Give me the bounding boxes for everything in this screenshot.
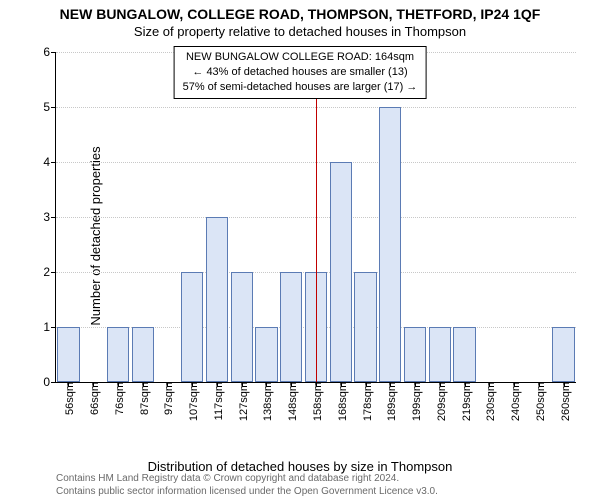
y-tick-label: 2 — [43, 265, 56, 279]
marker-line — [316, 52, 317, 382]
info-line-1: NEW BUNGALOW COLLEGE ROAD: 164sqm — [183, 50, 418, 65]
info-line-3: 57% of semi-detached houses are larger (… — [183, 80, 418, 95]
x-tick-label: 87sqm — [135, 382, 151, 415]
x-tick-label: 158sqm — [308, 382, 324, 421]
x-tick-label: 189sqm — [382, 382, 398, 421]
info-callout: NEW BUNGALOW COLLEGE ROAD: 164sqm ← 43% … — [174, 46, 427, 99]
bar — [453, 327, 475, 382]
x-tick-label: 209sqm — [432, 382, 448, 421]
x-tick-label: 219sqm — [457, 382, 473, 421]
bar — [107, 327, 129, 382]
bar — [280, 272, 302, 382]
x-tick-label: 107sqm — [184, 382, 200, 421]
x-tick-label: 76sqm — [110, 382, 126, 415]
bar — [404, 327, 426, 382]
footer-line-2: Contains public sector information licen… — [56, 486, 600, 499]
bar — [132, 327, 154, 382]
x-tick-label: 127sqm — [234, 382, 250, 421]
x-tick-label: 97sqm — [159, 382, 175, 415]
y-tick-label: 5 — [43, 100, 56, 114]
y-tick-label: 1 — [43, 320, 56, 334]
bar — [57, 327, 79, 382]
x-tick-label: 260sqm — [556, 382, 572, 421]
x-tick-label: 230sqm — [481, 382, 497, 421]
x-tick-label: 199sqm — [407, 382, 423, 421]
x-axis-title: Distribution of detached houses by size … — [0, 459, 600, 474]
x-tick-label: 178sqm — [358, 382, 374, 421]
x-tick-label: 56sqm — [60, 382, 76, 415]
bar — [330, 162, 352, 382]
chart-area: Number of detached properties 012345656s… — [0, 42, 600, 430]
bar — [255, 327, 277, 382]
x-tick-label: 250sqm — [531, 382, 547, 421]
y-tick-label: 0 — [43, 375, 56, 389]
x-tick-label: 117sqm — [209, 382, 225, 420]
bar — [429, 327, 451, 382]
info-line-2: ← 43% of detached houses are smaller (13… — [183, 65, 418, 80]
chart-container: NEW BUNGALOW, COLLEGE ROAD, THOMPSON, TH… — [0, 0, 600, 500]
y-tick-label: 3 — [43, 210, 56, 224]
x-tick-label: 138sqm — [258, 382, 274, 421]
bar — [181, 272, 203, 382]
bar — [206, 217, 228, 382]
y-tick-label: 6 — [43, 45, 56, 59]
plot-area: 012345656sqm66sqm76sqm87sqm97sqm107sqm11… — [55, 52, 576, 383]
x-tick-label: 168sqm — [333, 382, 349, 421]
x-tick-label: 148sqm — [283, 382, 299, 421]
footer: Contains HM Land Registry data © Crown c… — [0, 473, 600, 498]
x-tick-label: 66sqm — [85, 382, 101, 415]
x-tick-label: 240sqm — [506, 382, 522, 421]
bar — [231, 272, 253, 382]
bar — [354, 272, 376, 382]
chart-subtitle: Size of property relative to detached ho… — [0, 22, 600, 39]
bar — [379, 107, 401, 382]
bar — [552, 327, 574, 382]
y-tick-label: 4 — [43, 155, 56, 169]
chart-title: NEW BUNGALOW, COLLEGE ROAD, THOMPSON, TH… — [0, 0, 600, 22]
footer-line-1: Contains HM Land Registry data © Crown c… — [56, 473, 600, 486]
